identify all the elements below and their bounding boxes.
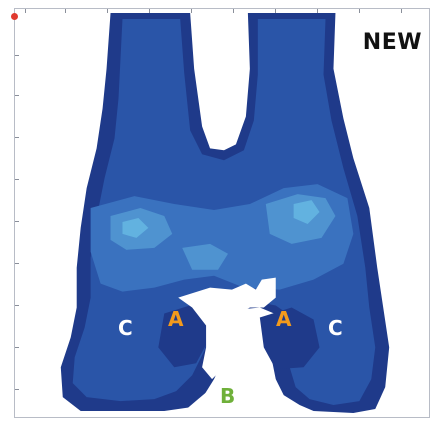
- heatmap-frame: [14, 8, 430, 418]
- heatmap-gap-center: [178, 277, 276, 380]
- heatmap-layer-high: [110, 194, 336, 270]
- heatmap-gap-bottom: [184, 379, 290, 412]
- zone-label-a-left: A: [168, 307, 184, 331]
- axis-tick: [233, 9, 234, 13]
- axis-tick: [15, 179, 19, 180]
- axis-tick: [107, 9, 108, 13]
- origin-marker: [11, 13, 18, 20]
- axis-tick: [15, 221, 19, 222]
- axis-tick: [65, 9, 66, 13]
- status-label: NEW: [362, 30, 422, 55]
- heatmap-layer-peak: [122, 200, 320, 238]
- axis-tick: [401, 9, 402, 13]
- axis-tick: [149, 9, 150, 13]
- axis-tick: [359, 9, 360, 13]
- axis-tick: [15, 305, 19, 306]
- zone-label-c-left: C: [118, 316, 133, 340]
- axis-tick: [15, 263, 19, 264]
- axis-tick: [275, 9, 276, 13]
- pressure-heatmap: [60, 12, 390, 414]
- zone-label-b: B: [220, 384, 236, 408]
- axis-tick: [25, 9, 26, 13]
- axis-tick: [317, 9, 318, 13]
- zone-label-c-right: C: [328, 316, 343, 340]
- axis-tick: [15, 95, 19, 96]
- axis-tick: [15, 55, 19, 56]
- zone-label-a-right: A: [276, 307, 292, 331]
- axis-tick: [15, 137, 19, 138]
- axis-tick: [15, 347, 19, 348]
- heatmap-layer-pocket: [158, 303, 320, 370]
- axis-tick: [15, 389, 19, 390]
- heatmap-gap-top: [194, 12, 246, 139]
- axis-tick: [191, 9, 192, 13]
